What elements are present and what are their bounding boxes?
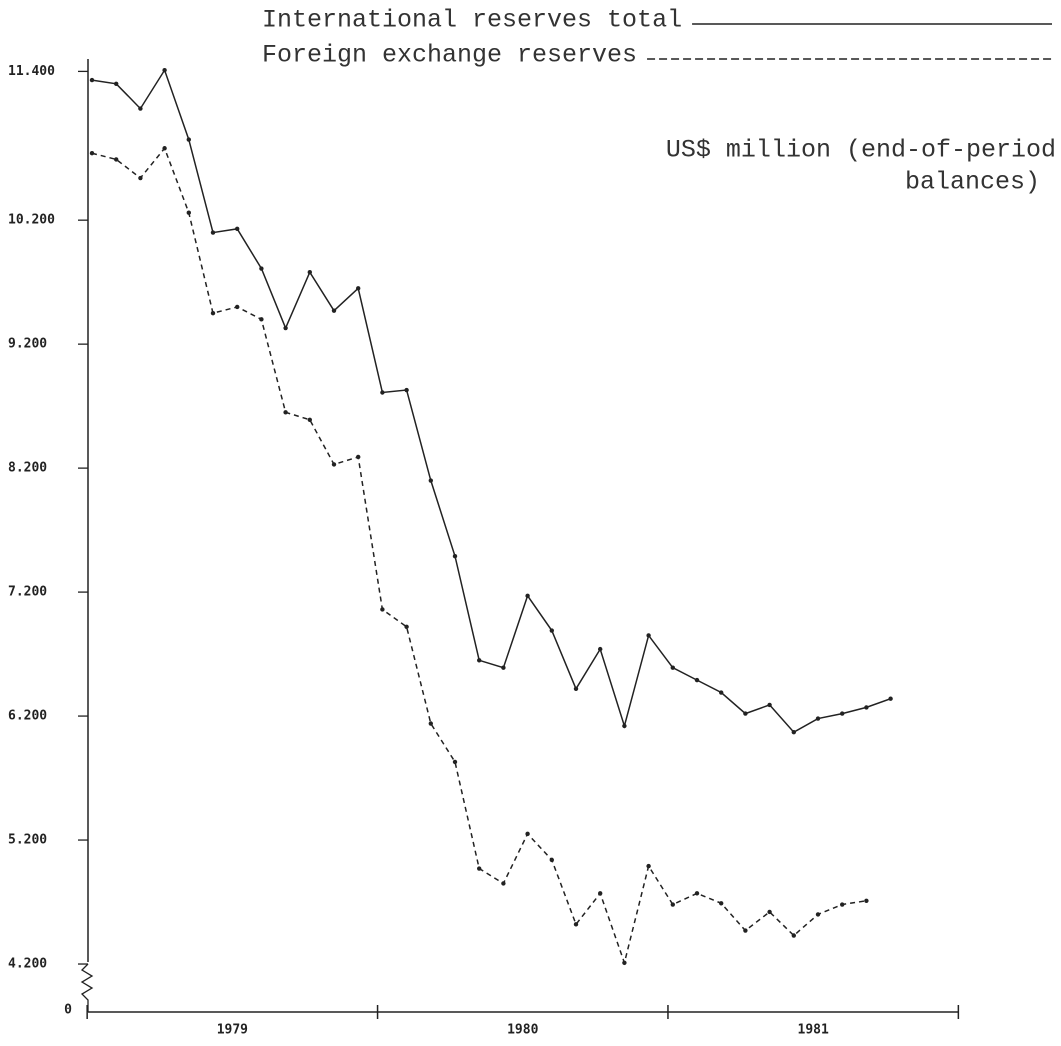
data-point (670, 902, 675, 907)
data-point (477, 658, 482, 663)
data-point (283, 325, 288, 331)
data-point (210, 310, 216, 316)
data-point (356, 454, 361, 460)
y-tick-label: 5.200 (8, 833, 47, 848)
data-point (380, 607, 385, 612)
data-point (452, 553, 458, 559)
data-point (235, 304, 240, 310)
data-point (525, 831, 530, 837)
data-point (767, 909, 772, 915)
data-point (283, 410, 288, 415)
data-point (622, 723, 627, 729)
data-point (815, 716, 821, 721)
data-point (598, 646, 603, 652)
y-tick-label: 6.200 (8, 709, 47, 724)
data-point (743, 928, 748, 933)
data-point (404, 624, 409, 630)
data-point (114, 157, 119, 162)
data-point (210, 230, 216, 235)
data-point (307, 417, 312, 422)
data-point (549, 857, 554, 863)
data-point (864, 898, 869, 903)
data-point (622, 960, 627, 965)
data-point (186, 210, 191, 215)
data-point (477, 866, 482, 871)
data-point (888, 696, 893, 701)
data-point (428, 478, 433, 483)
data-point (840, 711, 845, 716)
data-point (598, 891, 603, 896)
data-point (840, 902, 845, 907)
series-line (91, 68, 891, 734)
legend-label: International reserves total (262, 6, 682, 35)
data-point (186, 137, 191, 142)
data-point (573, 686, 579, 691)
data-point (307, 270, 312, 275)
data-point (719, 690, 724, 695)
data-point (525, 593, 530, 599)
data-point (791, 933, 796, 938)
data-point (89, 151, 95, 156)
data-point (694, 891, 700, 896)
data-point (380, 390, 385, 395)
data-point (646, 633, 651, 638)
axis-break (80, 963, 94, 1012)
data-point (331, 462, 337, 467)
data-point (331, 308, 337, 313)
y-tick-label: 7.200 (8, 585, 47, 600)
data-point (162, 146, 167, 151)
x-tick-label: 1980 (507, 1023, 538, 1038)
data-point (89, 77, 95, 83)
data-point (719, 901, 724, 906)
data-point (573, 922, 579, 927)
data-point (259, 317, 264, 322)
data-point (549, 628, 554, 633)
data-point (428, 721, 433, 726)
data-point (138, 175, 143, 181)
data-point (356, 286, 361, 291)
data-point (114, 81, 119, 86)
data-point (501, 665, 506, 670)
data-point (501, 881, 506, 886)
legend-label: Foreign exchange reserves (262, 41, 637, 70)
series-line (91, 146, 867, 966)
y-break-label: 0 (64, 1003, 72, 1018)
data-point (743, 711, 748, 716)
unit-note: balances) (905, 168, 1040, 197)
data-point (259, 266, 264, 271)
y-tick-label: 11.400 (8, 64, 55, 79)
data-point (452, 759, 458, 765)
y-tick-label: 8.200 (8, 461, 47, 476)
data-point (694, 677, 700, 683)
data-point (791, 729, 796, 735)
y-tick-label: 4.200 (8, 957, 47, 972)
data-point (767, 702, 772, 708)
data-point (864, 705, 869, 710)
data-point (646, 863, 651, 869)
data-point (404, 387, 409, 393)
data-point (138, 106, 143, 111)
x-tick-label: 1981 (798, 1023, 829, 1038)
data-point (235, 226, 240, 232)
y-tick-label: 9.200 (8, 337, 47, 352)
y-tick-label: 10.200 (8, 213, 55, 228)
data-point (670, 665, 675, 670)
data-point (815, 912, 821, 917)
data-point (162, 67, 167, 73)
x-tick-label: 1979 (217, 1023, 248, 1038)
unit-note: US$ million (end-of-period (666, 136, 1056, 165)
